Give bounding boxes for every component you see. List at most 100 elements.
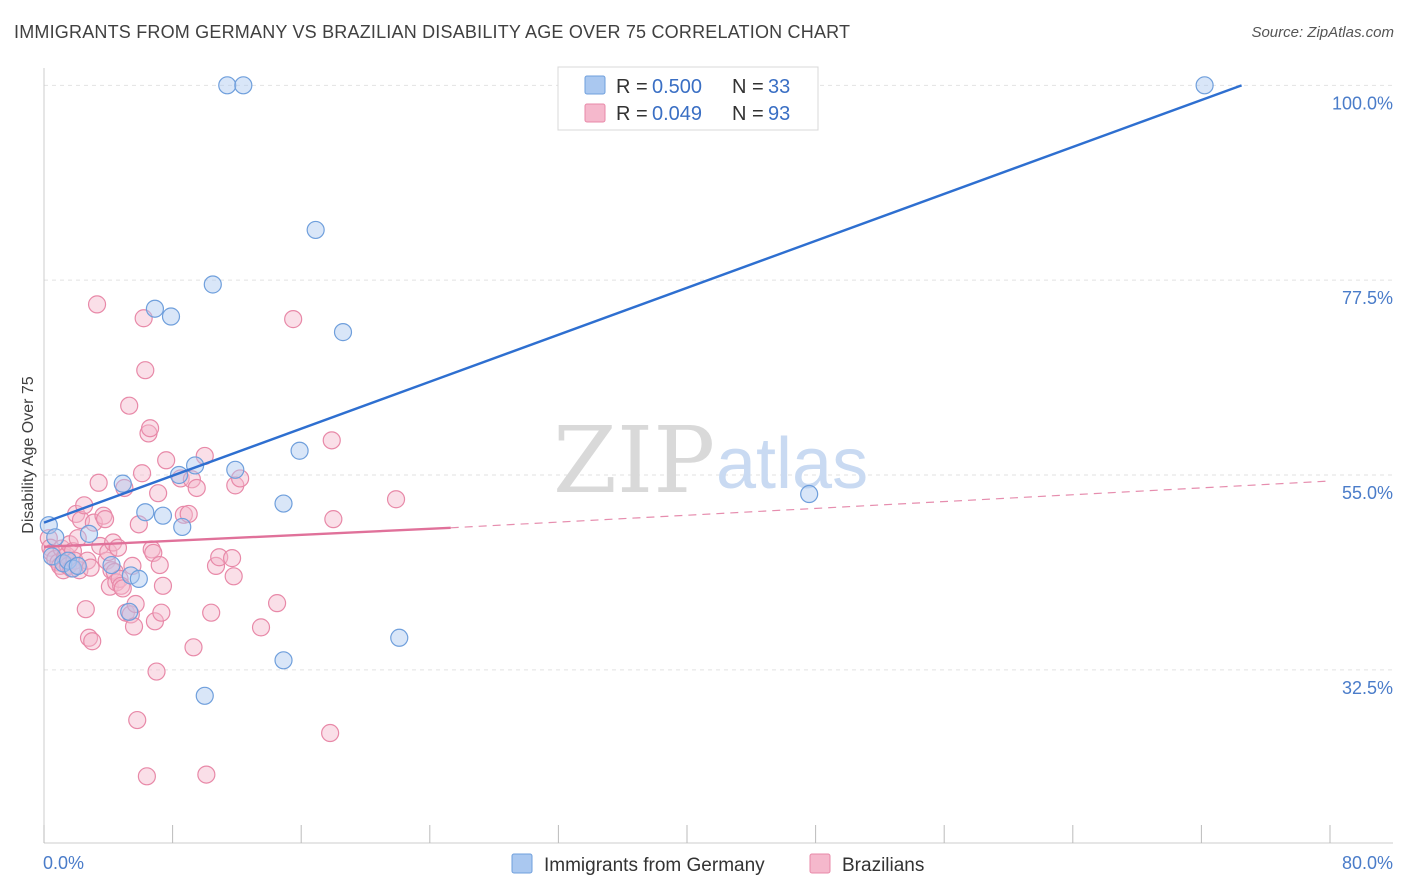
germany-point-6 xyxy=(68,556,87,576)
brazilians-point-83 xyxy=(284,310,303,329)
brazilians-point-73 xyxy=(197,765,216,784)
brazilians-point-71 xyxy=(187,478,206,498)
axes-layer xyxy=(43,68,1393,844)
y-tick-labels: 32.5% 55.0% 77.5% 100.0% xyxy=(1332,93,1393,697)
brazilians-point-70 xyxy=(184,638,203,657)
legend-r-label-2: R = xyxy=(616,103,648,125)
germany-point-23 xyxy=(234,76,253,95)
legend-n-label-2: N = xyxy=(732,103,764,125)
brazilians-point-54 xyxy=(137,767,156,786)
watermark: ZIP atlas xyxy=(553,407,868,514)
legend-r-label-1: R = xyxy=(616,76,648,98)
grid-layer xyxy=(44,84,1393,671)
germany-point-31 xyxy=(800,484,819,504)
germany-point-30 xyxy=(390,628,409,647)
legend-r-value-2: 0.049 xyxy=(652,103,702,125)
bottom-legend: Immigrants from Germany Brazilians xyxy=(511,853,924,876)
chart-source: Source: ZipAtlas.com xyxy=(1251,24,1394,41)
bottom-legend-swatch-brazilians xyxy=(809,853,831,874)
brazilians-point-81 xyxy=(251,618,271,637)
brazilians-point-65 xyxy=(157,451,176,470)
legend: R = 0.500 N = 33 R = 0.049 N = 93 xyxy=(557,66,819,131)
brazilians-point-78 xyxy=(224,567,243,586)
germany-point-9 xyxy=(113,474,132,493)
germany-point-25 xyxy=(274,651,293,670)
germany-point-15 xyxy=(153,506,173,525)
germany-point-12 xyxy=(129,569,148,588)
brazilians-point-51 xyxy=(132,464,152,483)
brazilians-point-53 xyxy=(136,361,155,380)
germany-point-20 xyxy=(195,686,214,705)
legend-n-label-1: N = xyxy=(732,76,764,98)
y-tick-label-2: 77.5% xyxy=(1342,288,1393,308)
brazilians-point-22 xyxy=(79,628,99,647)
trend-layer xyxy=(43,84,1331,549)
bottom-legend-swatch-germany xyxy=(511,853,533,874)
germany-point-14 xyxy=(145,299,165,318)
brazilians-point-44 xyxy=(120,396,139,415)
brazilians-trend-line xyxy=(43,526,451,549)
brazilians-point-56 xyxy=(140,419,160,438)
legend-r-value-1: 0.500 xyxy=(652,76,702,98)
y-tick-label-1: 55.0% xyxy=(1342,483,1393,503)
watermark-zip: ZIP xyxy=(553,407,715,514)
brazilians-point-60 xyxy=(147,662,166,681)
bottom-legend-label-germany: Immigrants from Germany xyxy=(544,855,765,876)
brazilians-point-63 xyxy=(152,603,171,622)
x-tick-label-max: 80.0% xyxy=(1342,853,1393,873)
germany-point-21 xyxy=(203,275,222,294)
germany-point-18 xyxy=(173,517,192,537)
brazilians-point-85 xyxy=(322,431,341,450)
legend-swatch-blue xyxy=(584,75,606,95)
germany-point-3 xyxy=(54,554,73,573)
y-tick-label-0: 32.5% xyxy=(1342,678,1393,698)
brazilians-point-20 xyxy=(76,600,95,619)
brazilians-point-16 xyxy=(68,529,87,548)
germany-point-1 xyxy=(46,528,65,547)
y-tick-label-3: 100.0% xyxy=(1332,93,1393,113)
brazilians-point-25 xyxy=(84,513,103,532)
brazilians-point-26 xyxy=(87,295,107,314)
germany-point-22 xyxy=(218,76,237,95)
brazilians-point-39 xyxy=(110,569,129,588)
brazilians-trend-extension xyxy=(450,480,1331,529)
germany-point-5 xyxy=(63,559,83,578)
legend-swatch-pink xyxy=(584,103,606,123)
chart-title: IMMIGRANTS FROM GERMANY VS BRAZILIAN DIS… xyxy=(14,22,851,42)
brazilians-point-84 xyxy=(321,723,340,743)
brazilians-point-86 xyxy=(324,510,343,529)
legend-n-value-1: 33 xyxy=(768,76,790,98)
brazilians-point-27 xyxy=(89,473,108,492)
germany-point-26 xyxy=(274,494,293,513)
brazilians-point-77 xyxy=(222,549,242,568)
watermark-atlas: atlas xyxy=(716,424,868,504)
germany-point-32 xyxy=(1195,76,1214,95)
brazilians-point-80 xyxy=(231,469,250,488)
brazilians-point-87 xyxy=(386,490,406,509)
brazilians-point-24 xyxy=(83,632,102,651)
germany-point-8 xyxy=(102,555,121,575)
germany-point-16 xyxy=(161,307,181,326)
x-tick-label-min: 0.0% xyxy=(43,853,84,873)
points-layer xyxy=(39,76,1214,786)
brazilians-point-50 xyxy=(128,710,147,730)
germany-point-13 xyxy=(136,503,155,522)
brazilians-point-76 xyxy=(210,548,229,567)
brazilians-point-47 xyxy=(124,617,144,636)
brazilians-point-64 xyxy=(153,576,173,595)
germany-point-11 xyxy=(120,602,139,621)
brazilians-point-82 xyxy=(267,594,287,613)
germany-trend-line xyxy=(43,84,1242,524)
germany-point-24 xyxy=(226,460,245,479)
brazilians-point-61 xyxy=(149,484,168,503)
germany-point-29 xyxy=(333,323,353,342)
y-axis-title: Disability Age Over 75 xyxy=(20,376,37,534)
brazilians-point-38 xyxy=(108,538,128,557)
brazilians-point-41 xyxy=(113,579,132,598)
brazilians-point-62 xyxy=(150,555,169,575)
legend-n-value-2: 93 xyxy=(768,103,790,125)
brazilians-point-74 xyxy=(202,603,221,622)
germany-point-28 xyxy=(306,220,325,240)
germany-point-7 xyxy=(79,524,99,543)
